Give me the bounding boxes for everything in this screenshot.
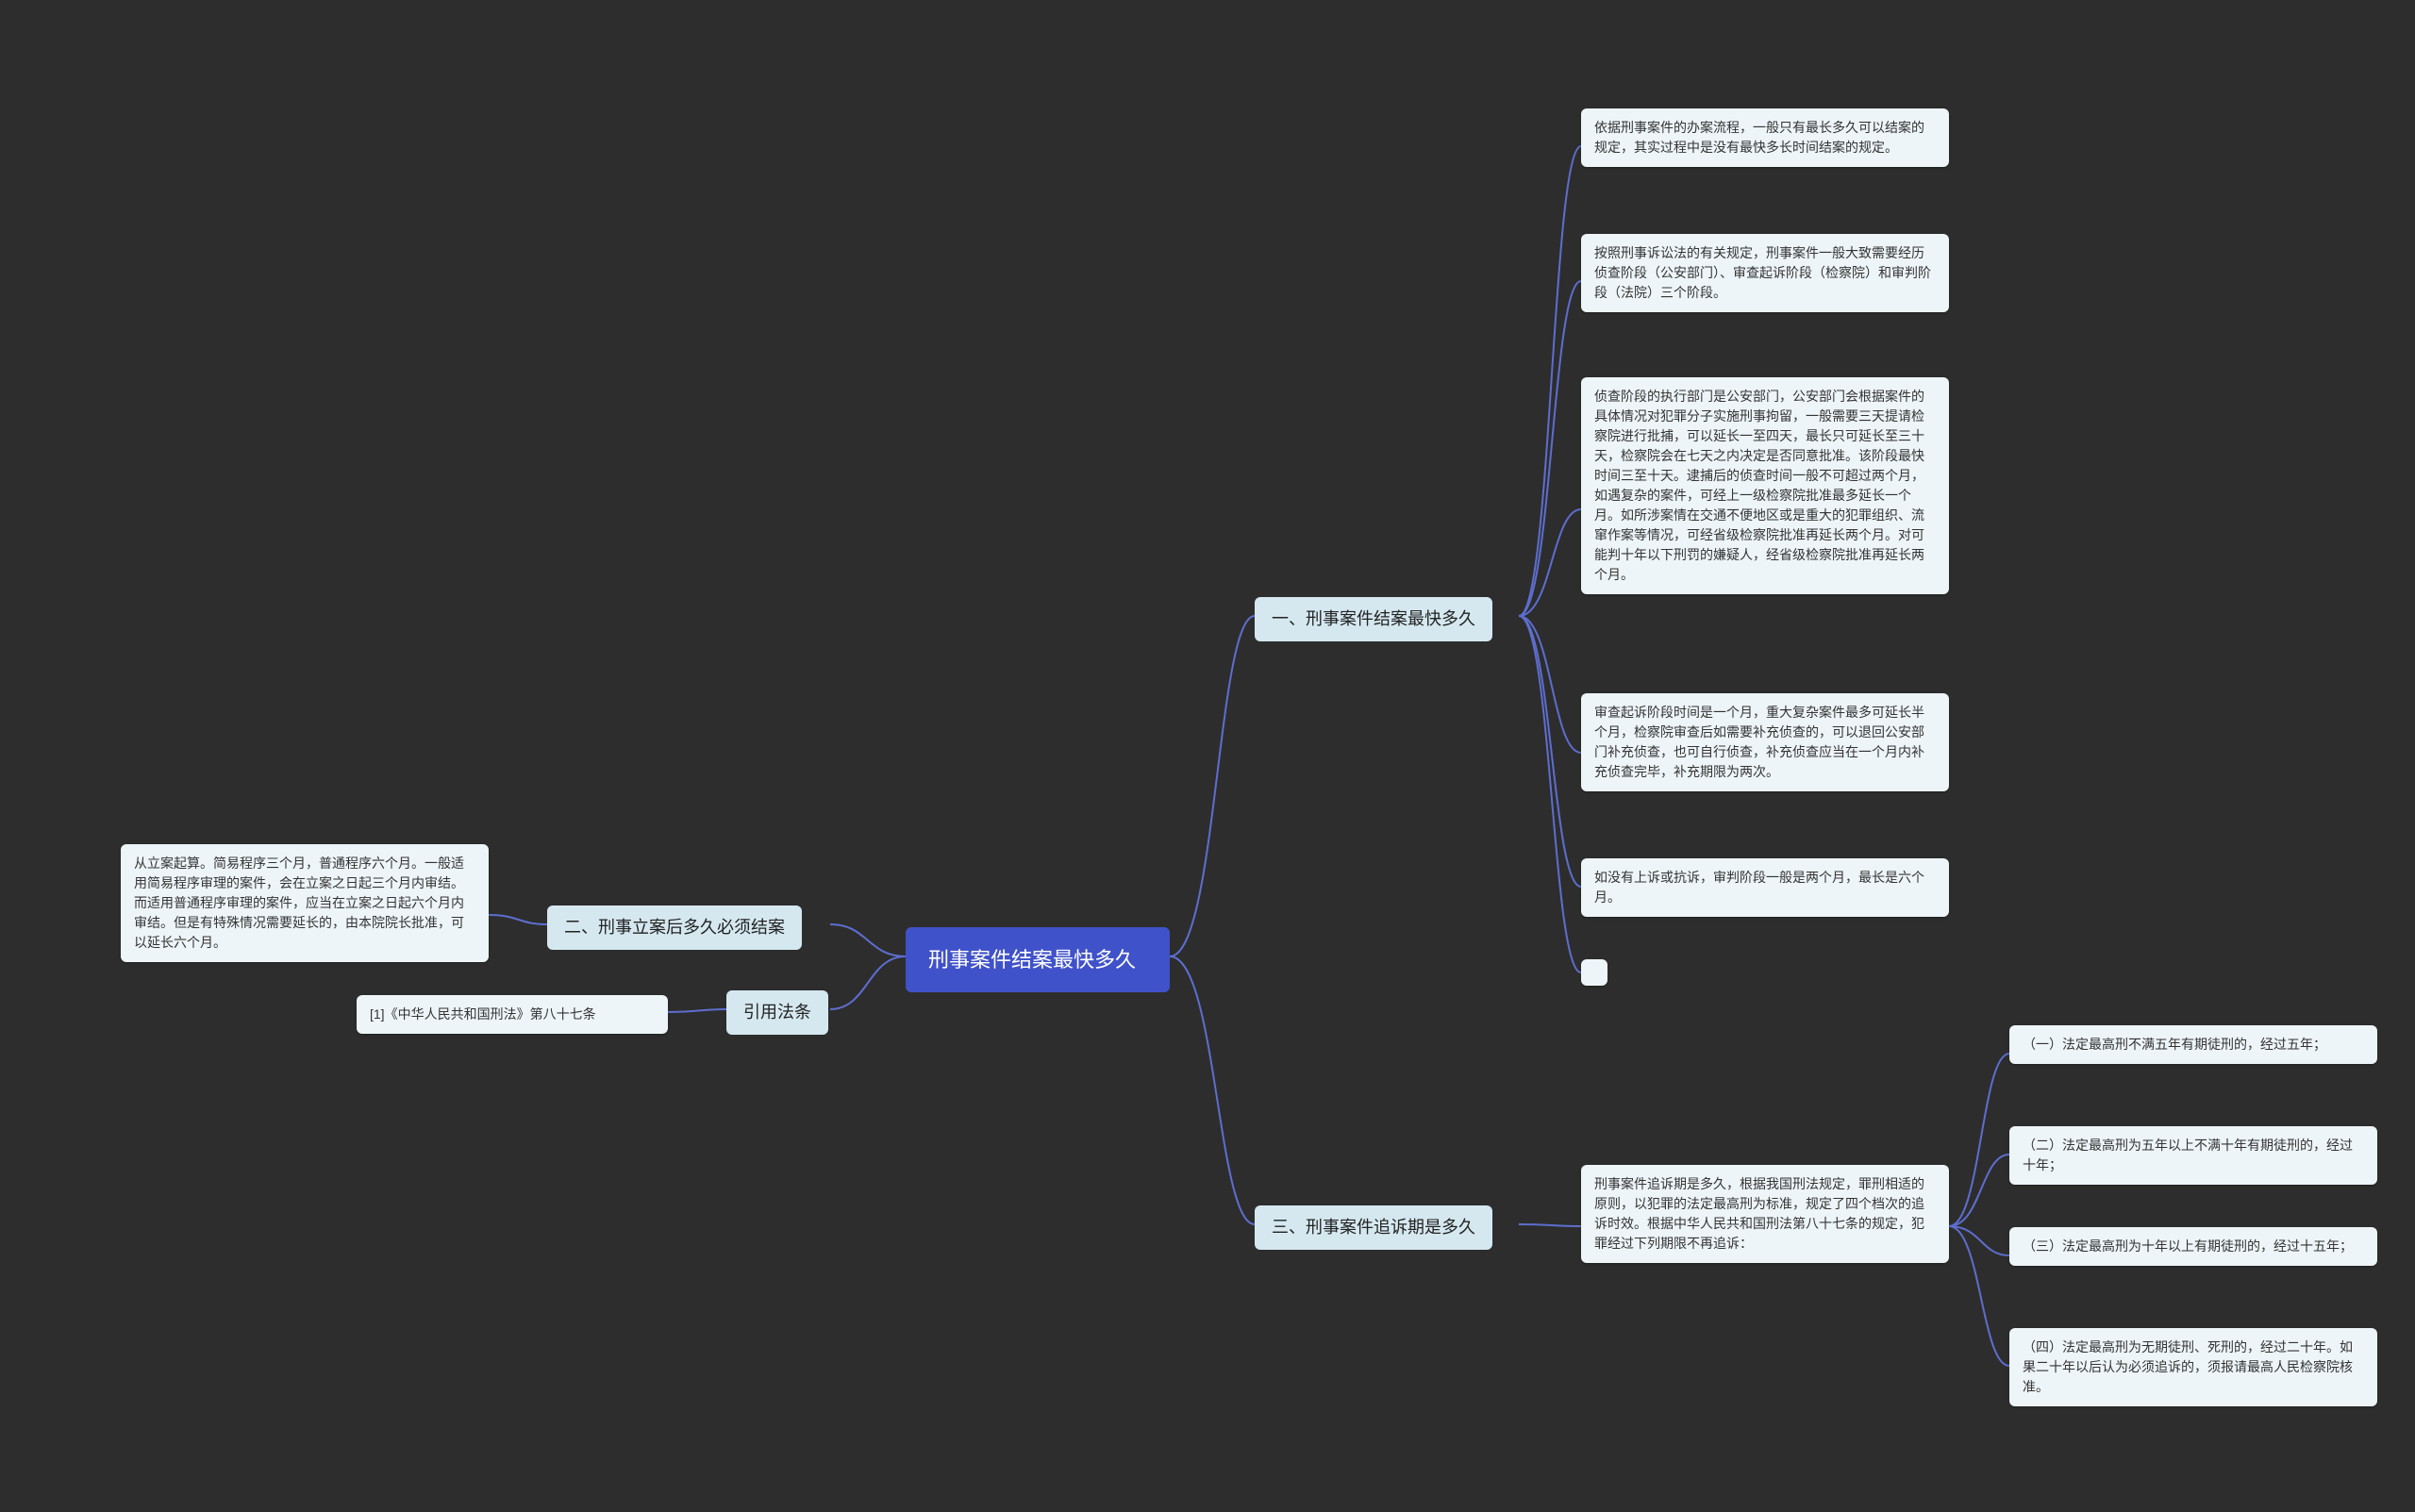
connector-layer	[0, 0, 2415, 1512]
leaf-b1c5[interactable]: 如没有上诉或抗诉，审判阶段一般是两个月，最长是六个月。	[1581, 858, 1949, 917]
leaf-b2c1[interactable]: 从立案起算。简易程序三个月，普通程序六个月。一般适用简易程序审理的案件，会在立案…	[121, 844, 489, 962]
leaf-b3c1d[interactable]: （四）法定最高刑为无期徒刑、死刑的，经过二十年。如果二十年以后认为必须追诉的，须…	[2009, 1328, 2377, 1406]
leaf-b1c2[interactable]: 按照刑事诉讼法的有关规定，刑事案件一般大致需要经历侦查阶段（公安部门）、审查起诉…	[1581, 234, 1949, 312]
leaf-b1c3[interactable]: 侦查阶段的执行部门是公安部门，公安部门会根据案件的具体情况对犯罪分子实施刑事拘留…	[1581, 377, 1949, 594]
leaf-b1c6-empty[interactable]	[1581, 959, 1607, 986]
leaf-b3c1[interactable]: 刑事案件追诉期是多久，根据我国刑法规定，罪刑相适的原则，以犯罪的法定最高刑为标准…	[1581, 1165, 1949, 1263]
leaf-b1c1[interactable]: 依据刑事案件的办案流程，一般只有最长多久可以结案的规定，其实过程中是没有最快多长…	[1581, 108, 1949, 167]
branch-4[interactable]: 引用法条	[726, 990, 828, 1035]
branch-2[interactable]: 二、刑事立案后多久必须结案	[547, 906, 802, 950]
leaf-b1c4[interactable]: 审查起诉阶段时间是一个月，重大复杂案件最多可延长半个月，检察院审查后如需要补充侦…	[1581, 693, 1949, 791]
leaf-b4c1[interactable]: [1]《中华人民共和国刑法》第八十七条	[357, 995, 668, 1034]
branch-3[interactable]: 三、刑事案件追诉期是多久	[1255, 1205, 1492, 1250]
leaf-b3c1b[interactable]: （二）法定最高刑为五年以上不满十年有期徒刑的，经过十年；	[2009, 1126, 2377, 1185]
leaf-b3c1c[interactable]: （三）法定最高刑为十年以上有期徒刑的，经过十五年；	[2009, 1227, 2377, 1266]
root-node[interactable]: 刑事案件结案最快多久	[906, 927, 1170, 992]
branch-1[interactable]: 一、刑事案件结案最快多久	[1255, 597, 1492, 641]
leaf-b3c1a[interactable]: （一）法定最高刑不满五年有期徒刑的，经过五年；	[2009, 1025, 2377, 1064]
